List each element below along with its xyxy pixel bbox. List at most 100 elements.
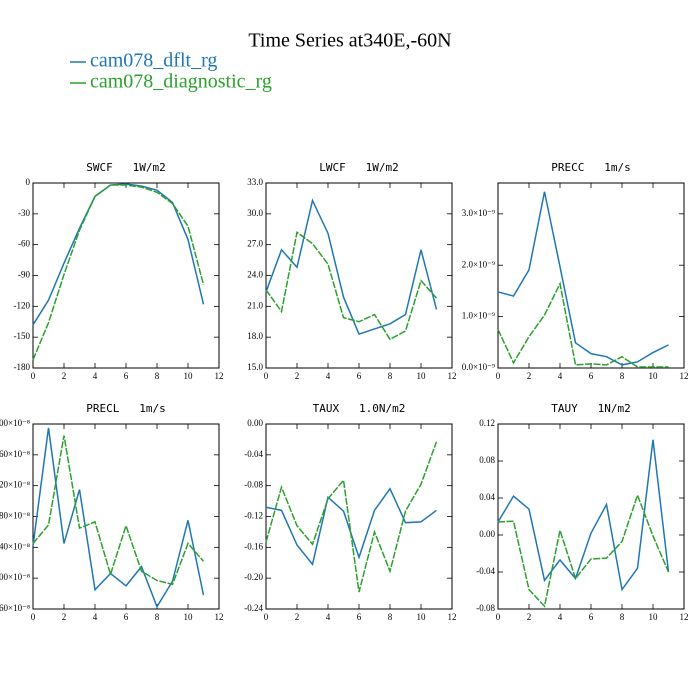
- x-tick-label: 2: [295, 612, 300, 622]
- legend-label: cam078_dflt_rg: [90, 50, 217, 72]
- x-tick-label: 2: [527, 371, 532, 381]
- plot-frame: [32, 182, 220, 369]
- y-tick-label: -0.12: [244, 511, 263, 521]
- x-tick-label: 8: [155, 371, 160, 381]
- x-tick-label: 6: [124, 371, 129, 381]
- y-tick-label: -0.08: [476, 603, 495, 613]
- x-tick-label: 8: [388, 371, 393, 381]
- plot-frame: [265, 182, 453, 369]
- panel-title: PRECL 1m/s: [86, 402, 165, 415]
- x-tick-label: 10: [417, 612, 427, 622]
- x-tick-label: 0: [496, 371, 501, 381]
- y-tick-label: 3.0×10⁻⁹: [462, 208, 495, 218]
- x-tick-label: 0: [264, 612, 269, 622]
- x-tick-label: 12: [448, 371, 457, 381]
- y-tick-label: -0.16: [244, 541, 263, 551]
- panel-title: SWCF 1W/m2: [86, 161, 165, 174]
- series-line: [32, 427, 205, 609]
- series-line: [265, 198, 438, 336]
- x-tick-label: 4: [326, 371, 331, 381]
- y-tick-label: 0.04: [479, 492, 495, 502]
- plot-frame: [497, 182, 685, 369]
- y-tick-label: 1.0×10⁻⁹: [462, 311, 495, 321]
- y-tick-label: 1.00×10⁻⁸: [0, 572, 30, 582]
- x-tick-label: 12: [215, 612, 224, 622]
- x-tick-label: 4: [93, 371, 98, 381]
- x-tick-label: 6: [357, 371, 362, 381]
- y-tick-label: 24.0: [247, 270, 263, 280]
- panel-title: LWCF 1W/m2: [319, 161, 398, 174]
- series-line: [265, 231, 438, 341]
- y-tick-label: 0.60×10⁻⁸: [0, 603, 30, 613]
- x-tick-label: 10: [184, 371, 194, 381]
- x-tick-label: 6: [124, 612, 129, 622]
- x-tick-label: 0: [31, 371, 36, 381]
- y-tick-label: 30.0: [247, 208, 263, 218]
- x-tick-label: 0: [496, 612, 501, 622]
- x-tick-label: 10: [417, 371, 427, 381]
- series-line: [497, 191, 669, 366]
- y-tick-label: 15.0: [247, 362, 263, 372]
- y-tick-label: -120: [14, 300, 31, 310]
- panel-title: TAUY 1N/m2: [551, 402, 630, 415]
- panel-title: PRECC 1m/s: [551, 161, 630, 174]
- y-tick-label: 2.60×10⁻⁸: [0, 449, 30, 459]
- x-tick-label: 8: [388, 612, 393, 622]
- series-line: [497, 439, 670, 592]
- series-line: [497, 281, 669, 368]
- x-tick-label: 6: [589, 371, 594, 381]
- y-tick-label: 21.0: [247, 300, 263, 310]
- y-tick-label: 0.00: [247, 418, 263, 428]
- plot-frame: [497, 423, 685, 610]
- y-tick-label: -0.04: [244, 449, 263, 459]
- x-tick-label: 8: [155, 612, 160, 622]
- y-tick-label: -0.20: [244, 572, 263, 582]
- y-tick-label: 27.0: [247, 239, 263, 249]
- y-tick-label: -180: [14, 362, 31, 372]
- x-tick-label: 10: [649, 371, 659, 381]
- x-tick-label: 2: [62, 612, 67, 622]
- x-tick-label: 2: [527, 612, 532, 622]
- x-tick-label: 2: [62, 371, 67, 381]
- figure-title: Time Series at340E,-60N: [248, 30, 451, 52]
- x-tick-label: 10: [649, 612, 659, 622]
- series-line: [265, 441, 438, 593]
- x-tick-label: 6: [357, 612, 362, 622]
- y-tick-label: -0.04: [476, 566, 495, 576]
- y-tick-label: -150: [14, 331, 31, 341]
- y-tick-label: 2.0×10⁻⁹: [462, 259, 495, 269]
- x-tick-label: 2: [295, 371, 300, 381]
- x-tick-label: 4: [558, 612, 563, 622]
- series-line: [265, 487, 437, 566]
- series-line: [497, 492, 670, 608]
- series-line: [32, 435, 205, 586]
- x-tick-label: 12: [680, 612, 689, 622]
- x-tick-label: 4: [93, 612, 98, 622]
- series-line: [32, 184, 205, 361]
- y-tick-label: 0: [26, 177, 31, 187]
- x-tick-label: 10: [184, 612, 194, 622]
- legend-label: cam078_diagnostic_rg: [90, 71, 272, 93]
- x-tick-label: 12: [448, 612, 457, 622]
- x-tick-label: 12: [680, 371, 689, 381]
- y-tick-label: 0.0×10⁻⁹: [462, 362, 495, 372]
- x-tick-label: 0: [31, 612, 36, 622]
- y-tick-label: 1.80×10⁻⁸: [0, 511, 30, 521]
- x-tick-label: 8: [620, 612, 625, 622]
- x-tick-label: 4: [326, 612, 331, 622]
- y-tick-label: 0.08: [479, 455, 495, 465]
- y-tick-label: 0.00: [479, 529, 495, 539]
- y-tick-label: 3.00×10⁻⁸: [0, 418, 30, 428]
- x-tick-label: 8: [620, 371, 625, 381]
- panel-title: TAUX 1.0N/m2: [313, 402, 406, 415]
- x-tick-label: 0: [264, 371, 269, 381]
- y-tick-label: -0.24: [244, 603, 263, 613]
- plot-frame: [265, 423, 453, 610]
- y-tick-label: -30: [18, 208, 30, 218]
- plot-frame: [32, 423, 220, 610]
- x-tick-label: 12: [215, 371, 224, 381]
- y-tick-label: -0.08: [244, 480, 263, 490]
- y-tick-label: -90: [18, 270, 30, 280]
- y-tick-label: -60: [18, 239, 30, 249]
